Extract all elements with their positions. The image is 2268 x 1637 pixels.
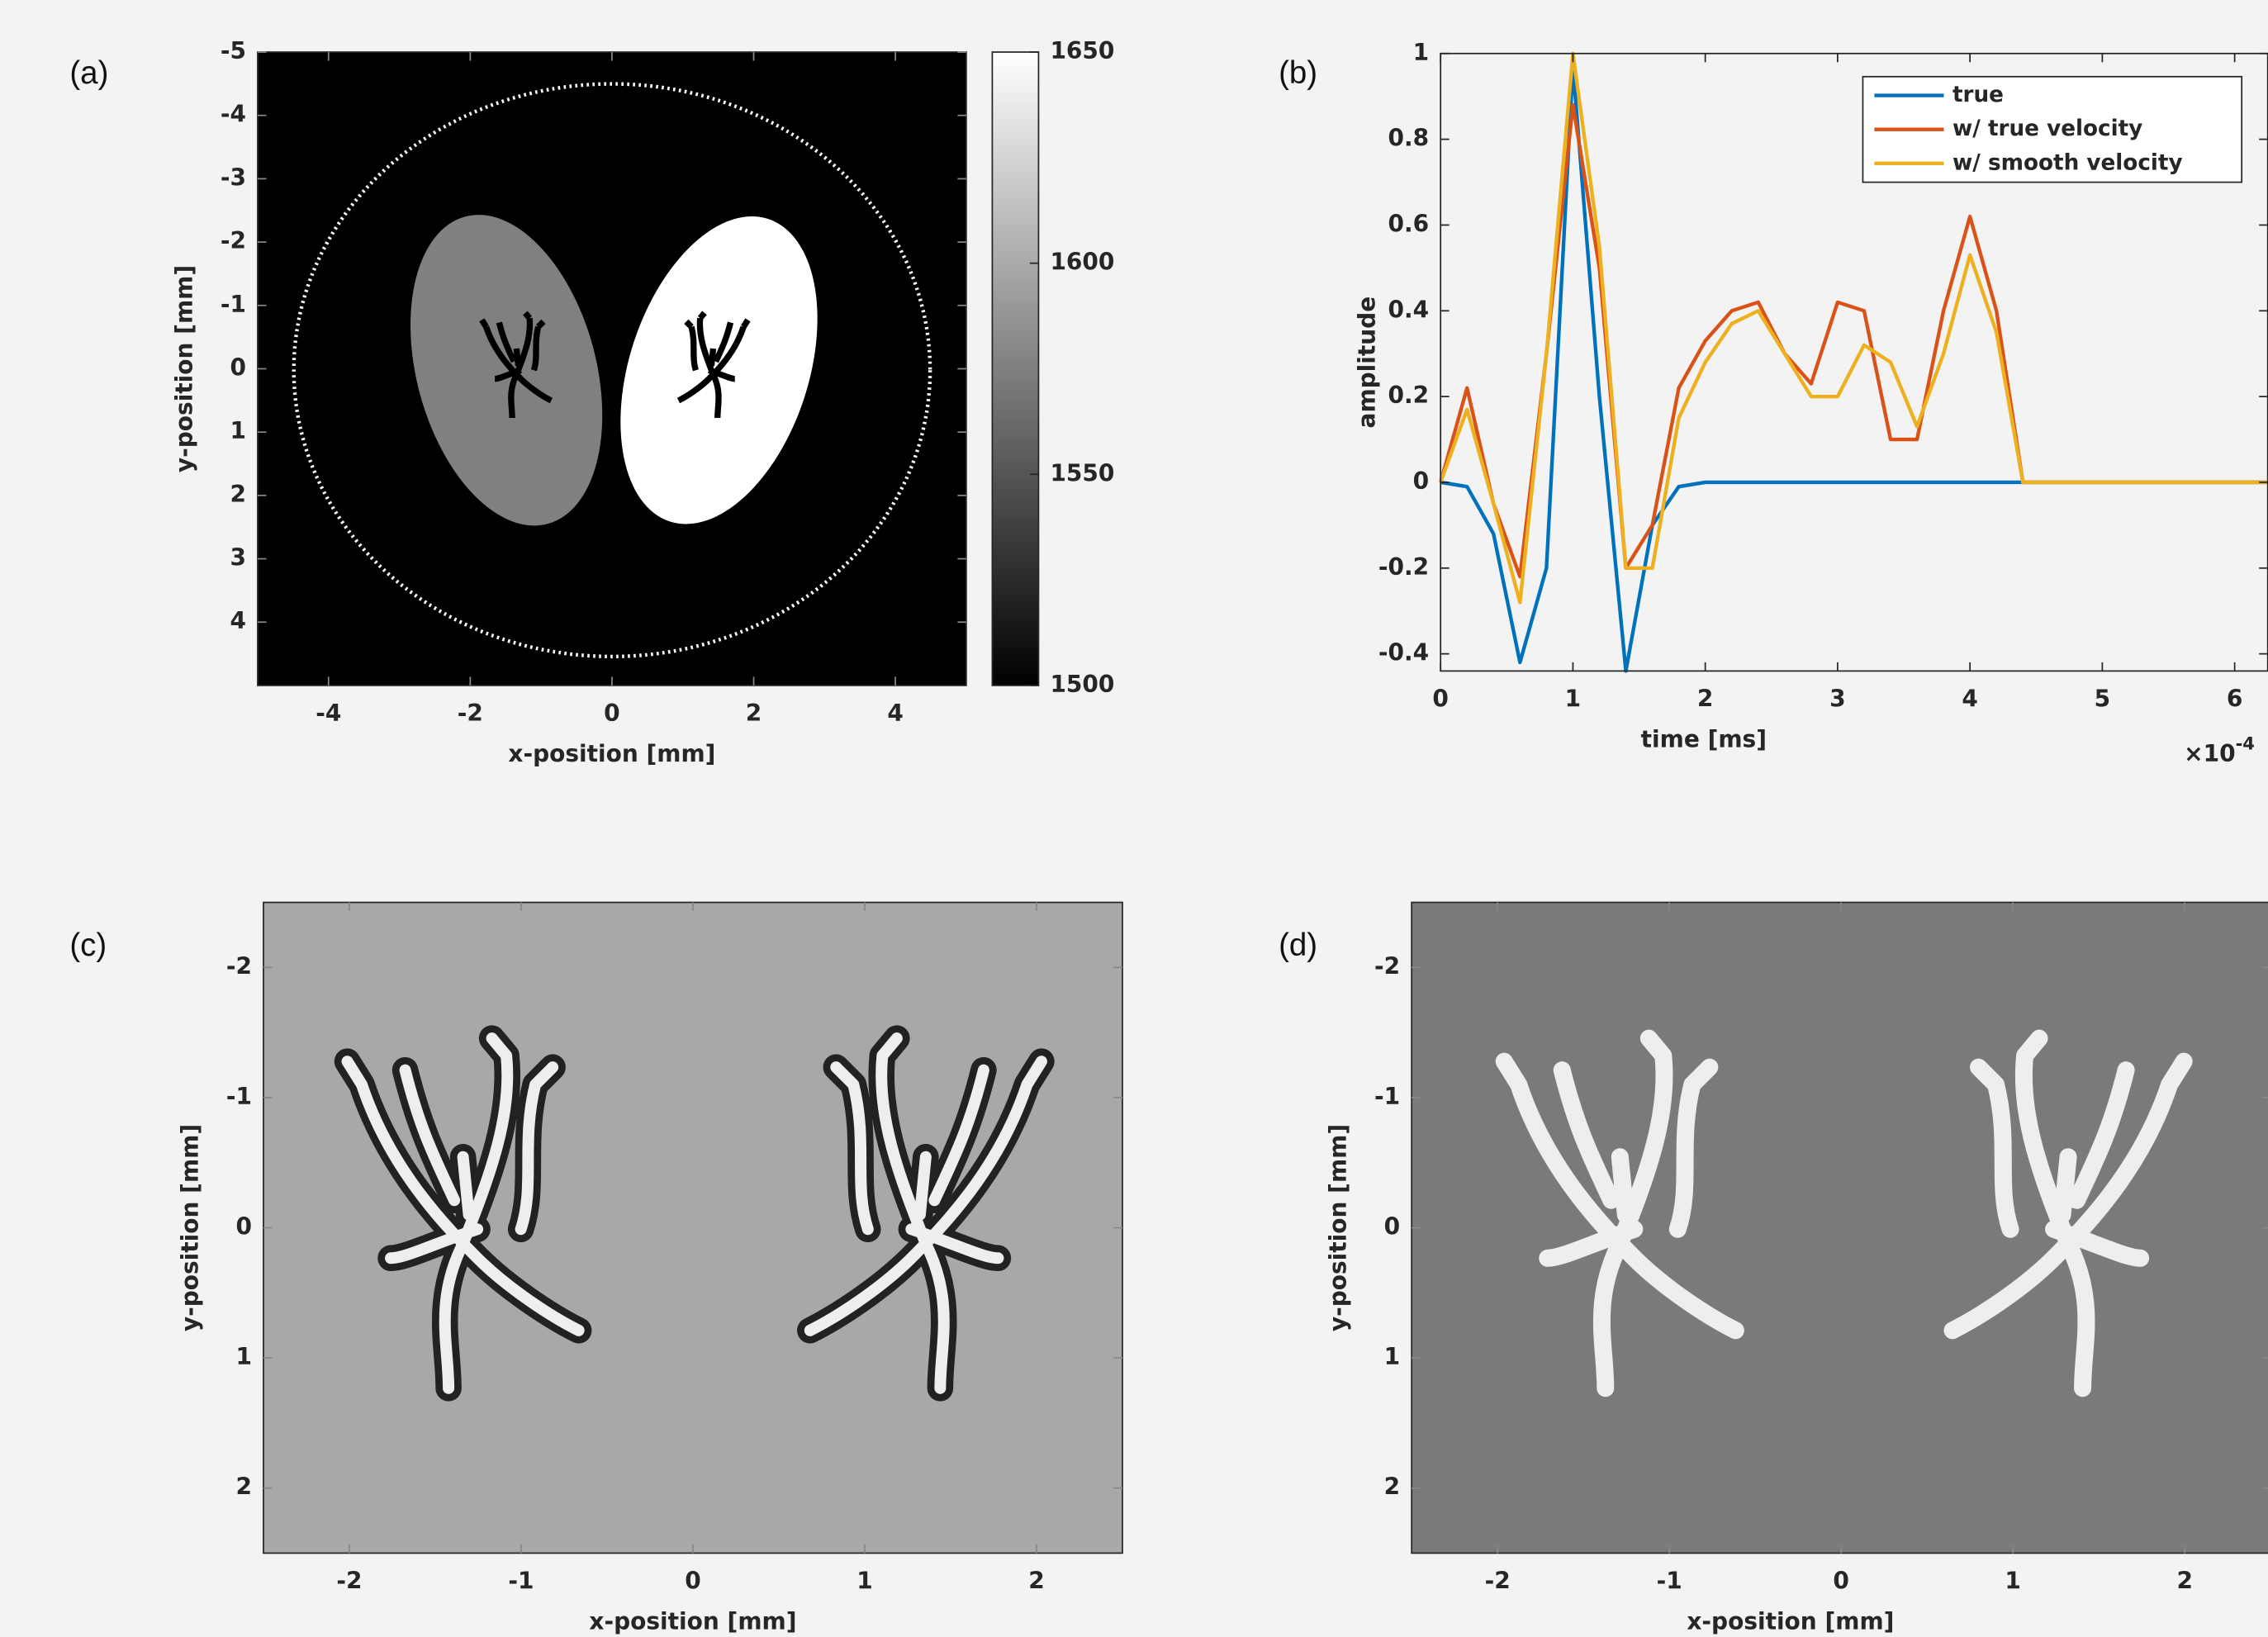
x-tick-label: 0 bbox=[685, 1567, 700, 1594]
colorbar-tick-label: 1600 bbox=[1050, 249, 1114, 276]
x-tick-label: 3 bbox=[1829, 685, 1845, 712]
image-c bbox=[263, 902, 1122, 1554]
y-tick-label: -0.4 bbox=[1378, 639, 1429, 667]
y-tick-label: 0 bbox=[235, 1213, 251, 1241]
y-tick-label: 2 bbox=[230, 481, 245, 508]
x-tick-label: 4 bbox=[887, 700, 903, 727]
x-tick-label: 2 bbox=[1697, 685, 1713, 712]
x-tick-label: 1 bbox=[2005, 1567, 2020, 1594]
x-multiplier: ×10-4 bbox=[2184, 733, 2255, 767]
y-tick-label: 3 bbox=[230, 544, 245, 572]
colorbar-tick-label: 1650 bbox=[1050, 37, 1114, 64]
x-axis-label: time [ms] bbox=[1641, 725, 1767, 752]
y-tick-label: 0 bbox=[230, 353, 245, 381]
y-tick-label: -0.2 bbox=[1378, 553, 1429, 581]
x-axis-label: x-position [mm] bbox=[508, 740, 715, 767]
x-tick-label: -2 bbox=[458, 700, 483, 727]
y-tick-label: 4 bbox=[230, 607, 245, 634]
x-axis-label: x-position [mm] bbox=[589, 1607, 796, 1635]
x-tick-label: 1 bbox=[856, 1567, 872, 1594]
y-tick-label: -1 bbox=[1374, 1083, 1400, 1110]
panel-label: (b) bbox=[1279, 55, 1317, 91]
x-multiplier-base: ×10 bbox=[2184, 740, 2235, 767]
x-tick-label: 5 bbox=[2095, 685, 2110, 712]
line-series bbox=[1440, 64, 2268, 673]
y-tick-label: 0.4 bbox=[1388, 296, 1430, 323]
y-tick-label: 0.6 bbox=[1388, 210, 1430, 237]
y-tick-label: 2 bbox=[235, 1473, 251, 1501]
x-tick-label: 0 bbox=[604, 700, 619, 727]
x-tick-label: -2 bbox=[1485, 1567, 1511, 1594]
x-tick-label: -2 bbox=[336, 1567, 362, 1594]
y-tick-label: 0.2 bbox=[1388, 382, 1430, 409]
panel-label: (a) bbox=[69, 55, 108, 91]
x-tick-label: 2 bbox=[746, 700, 762, 727]
y-tick-label: -5 bbox=[221, 37, 246, 64]
image-d bbox=[1412, 902, 2268, 1554]
panel-label: (c) bbox=[69, 928, 107, 963]
y-axis-label: y-position [mm] bbox=[1325, 1124, 1352, 1331]
legend-label: true bbox=[1952, 83, 2004, 107]
y-tick-label: 0 bbox=[1413, 467, 1429, 495]
x-tick-label: -4 bbox=[316, 700, 341, 727]
x-tick-label: 0 bbox=[1833, 1567, 1848, 1594]
y-axis-label: y-position [mm] bbox=[176, 1124, 203, 1331]
x-tick-label: -1 bbox=[508, 1567, 534, 1594]
x-tick-label: 2 bbox=[2176, 1567, 2192, 1594]
y-tick-label: -2 bbox=[226, 952, 252, 980]
panel-label: (d) bbox=[1279, 928, 1317, 963]
y-tick-label: -2 bbox=[1374, 952, 1400, 980]
y-tick-label: 0 bbox=[1384, 1213, 1400, 1241]
legend-label: w/ smooth velocity bbox=[1952, 150, 2183, 175]
y-tick-label: -1 bbox=[226, 1083, 252, 1110]
y-tick-label: 0.8 bbox=[1388, 125, 1430, 152]
image-a bbox=[257, 51, 1040, 686]
y-tick-label: 1 bbox=[235, 1343, 251, 1370]
x-tick-label: 4 bbox=[1962, 685, 1977, 712]
y-axis-label: amplitude bbox=[1354, 297, 1381, 429]
y-axis-label: y-position [mm] bbox=[170, 265, 197, 472]
x-tick-label: 1 bbox=[1565, 685, 1581, 712]
x-multiplier-exponent: -4 bbox=[2236, 733, 2255, 754]
y-tick-label: -2 bbox=[221, 227, 246, 254]
x-tick-label: 0 bbox=[1432, 685, 1448, 712]
colorbar-tick-label: 1550 bbox=[1050, 459, 1114, 486]
x-tick-label: 2 bbox=[1028, 1567, 1044, 1594]
y-tick-label: 1 bbox=[1413, 39, 1429, 66]
y-tick-label: 1 bbox=[1384, 1343, 1400, 1370]
line-series bbox=[1439, 51, 2268, 605]
y-tick-label: -3 bbox=[221, 164, 246, 191]
y-tick-label: -1 bbox=[221, 291, 246, 318]
legend-label: w/ true velocity bbox=[1952, 116, 2142, 141]
x-tick-label: -1 bbox=[1657, 1567, 1682, 1594]
y-tick-label: 1 bbox=[230, 417, 245, 444]
x-tick-label: 6 bbox=[2227, 685, 2242, 712]
x-axis-label: x-position [mm] bbox=[1687, 1607, 1894, 1635]
y-tick-label: -4 bbox=[221, 101, 246, 128]
colorbar-tick-label: 1500 bbox=[1050, 671, 1114, 698]
y-tick-label: 2 bbox=[1384, 1473, 1400, 1501]
